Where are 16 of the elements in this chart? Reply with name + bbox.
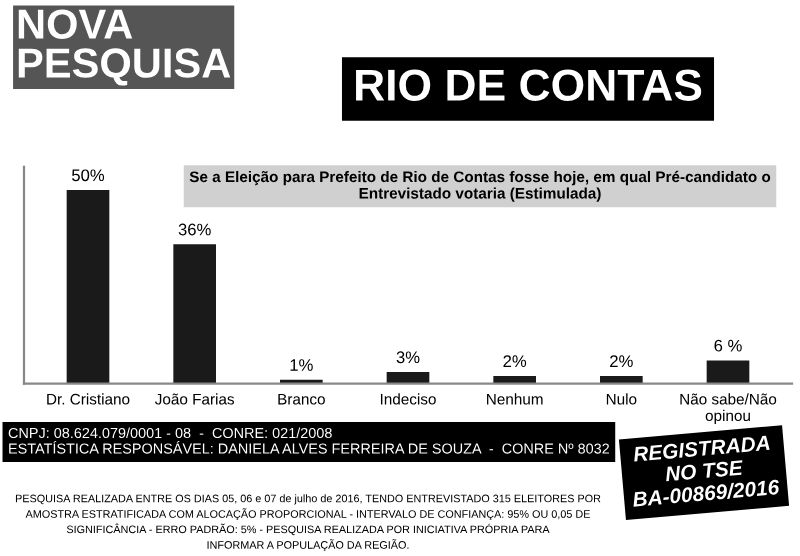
bar bbox=[173, 244, 216, 384]
bar bbox=[493, 375, 536, 384]
data-label: 50% bbox=[71, 169, 105, 182]
data-label: 36% bbox=[178, 223, 211, 236]
bar bbox=[66, 190, 110, 384]
data-label: 2% bbox=[503, 355, 527, 367]
chart-title: NOVA PESQUISA bbox=[18, 9, 231, 86]
bar bbox=[600, 375, 643, 384]
text: REGISTRADA NO TSE BA-00869/2016 bbox=[632, 435, 780, 508]
chart-subtitle: RIO DE CONTAS bbox=[356, 69, 702, 101]
data-label: 2% bbox=[610, 355, 633, 367]
bar bbox=[706, 360, 750, 384]
data-label: 1% bbox=[290, 359, 313, 371]
data-label: 3% bbox=[396, 351, 420, 364]
bar bbox=[386, 372, 430, 384]
data-label: 6 % bbox=[714, 339, 742, 352]
